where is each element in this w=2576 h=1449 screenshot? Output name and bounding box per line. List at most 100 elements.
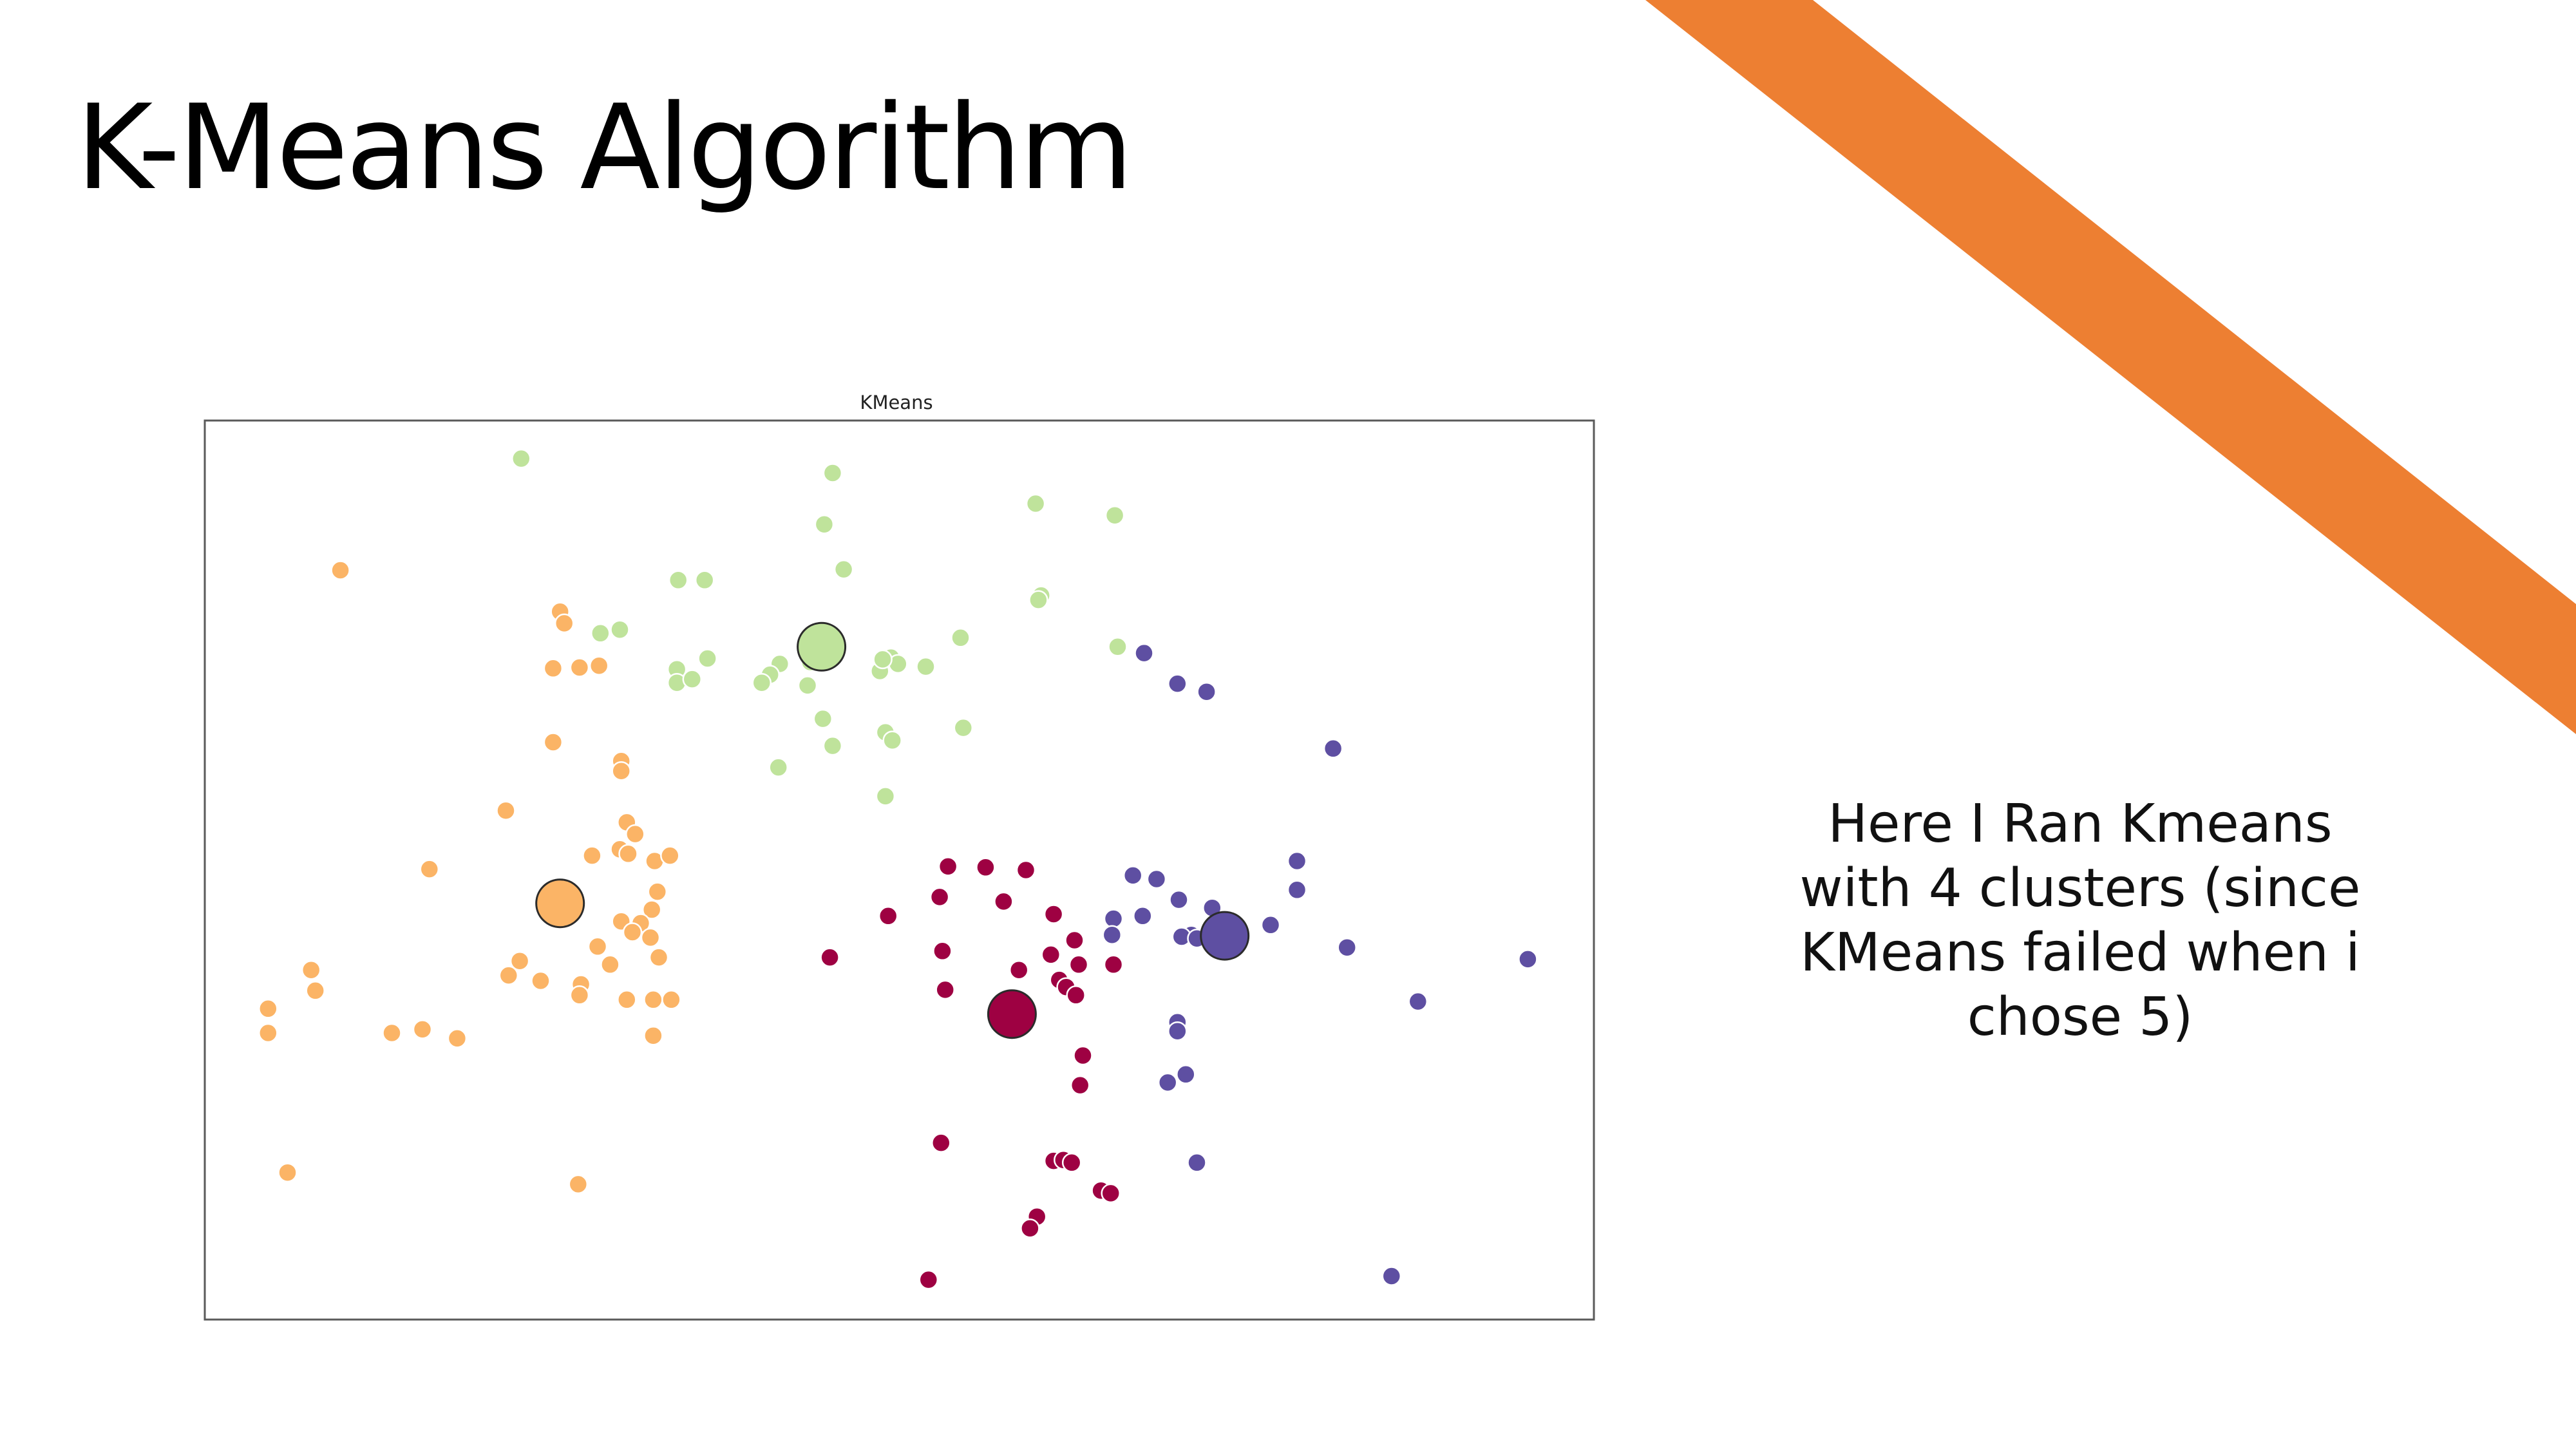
scatter-point <box>1065 930 1084 951</box>
scatter-point <box>625 824 645 844</box>
scatter-points-layer <box>258 448 1538 1290</box>
cluster-centroid <box>987 989 1037 1039</box>
scatter-point <box>976 857 996 878</box>
scatter-point <box>933 941 952 961</box>
scatter-point <box>916 656 936 677</box>
scatter-point <box>258 1023 278 1043</box>
scatter-point <box>1073 1045 1093 1066</box>
scatter-point <box>875 786 896 806</box>
scatter-point <box>618 844 638 864</box>
kmeans-scatter-plot <box>204 419 1595 1321</box>
scatter-point <box>1168 1021 1188 1041</box>
scatter-point <box>1028 590 1048 610</box>
scatter-point <box>820 947 840 967</box>
scatter-point <box>1066 985 1086 1005</box>
scatter-point <box>682 669 703 689</box>
scatter-point <box>600 954 620 975</box>
cluster-centroid <box>535 878 585 929</box>
scatter-point <box>752 672 772 693</box>
scatter-point <box>1157 1072 1178 1093</box>
scatter-point <box>1337 937 1357 958</box>
scatter-point <box>1134 643 1154 663</box>
scatter-point <box>1043 904 1064 924</box>
scatter-point <box>953 717 974 738</box>
cluster-centroid <box>797 621 847 672</box>
scatter-point <box>994 891 1014 912</box>
scatter-point <box>1187 1153 1207 1173</box>
scatter-point <box>661 990 681 1010</box>
scatter-point <box>643 1025 663 1046</box>
scatter-point <box>1146 869 1167 889</box>
scatter-point <box>1122 866 1143 886</box>
scatter-point <box>1287 851 1307 871</box>
scatter-point <box>258 999 278 1019</box>
scatter-point <box>668 570 688 591</box>
scatter-point <box>543 658 564 679</box>
scatter-point <box>330 560 350 580</box>
scatter-point <box>694 570 715 591</box>
scatter-point <box>1381 1266 1402 1286</box>
scatter-point <box>1197 681 1217 702</box>
scatter-point <box>447 1028 468 1048</box>
scatter-point <box>582 846 602 866</box>
scatter-point <box>768 757 788 777</box>
scatter-point <box>1103 954 1124 975</box>
scatter-point <box>589 656 609 676</box>
scatter-point <box>301 960 321 980</box>
scatter-point <box>1070 1075 1090 1095</box>
scatter-point <box>305 981 325 1001</box>
scatter-point <box>1169 889 1189 910</box>
scatter-point <box>498 965 519 985</box>
scatter-point <box>647 882 668 902</box>
scatter-point <box>622 922 643 942</box>
chart-title: KMeans <box>860 392 933 413</box>
scatter-point <box>1020 1218 1040 1238</box>
scatter-point <box>882 730 902 750</box>
scatter-point <box>822 735 843 756</box>
scatter-point <box>382 1023 402 1043</box>
scatter-point <box>511 448 531 469</box>
scatter-point <box>1102 925 1122 945</box>
scatter-point <box>419 859 440 879</box>
scatter-point <box>531 971 551 991</box>
scatter-point <box>649 947 669 967</box>
scatter-point <box>697 649 717 668</box>
scatter-point <box>569 985 590 1005</box>
cluster-centroid <box>1200 911 1250 961</box>
scatter-point <box>554 613 574 634</box>
scatter-point <box>1108 637 1128 657</box>
scatter-point <box>591 623 611 643</box>
scatter-point <box>1176 1065 1196 1084</box>
scatter-point <box>1323 739 1343 759</box>
scatter-point <box>929 887 950 907</box>
scatter-point <box>873 649 893 670</box>
scatter-point <box>543 732 564 752</box>
scatter-point <box>1041 945 1061 965</box>
scatter-point <box>617 990 637 1010</box>
scatter-point <box>1133 906 1153 926</box>
scatter-point <box>938 857 958 876</box>
scatter-point <box>814 514 835 535</box>
plot-area-frame <box>204 419 1595 1321</box>
scatter-point <box>278 1162 298 1182</box>
scatter-point <box>1101 1183 1121 1204</box>
scatter-point <box>935 980 955 1000</box>
scatter-point <box>509 951 530 971</box>
scatter-point <box>1104 505 1125 526</box>
scatter-point <box>660 846 680 866</box>
scatter-point <box>1068 954 1089 975</box>
scatter-point <box>587 936 608 957</box>
scatter-point <box>1016 860 1036 880</box>
scatter-point <box>918 1269 939 1290</box>
scatter-point <box>412 1019 433 1039</box>
scatter-point <box>1260 915 1281 935</box>
scatter-point <box>1287 880 1307 900</box>
orange-diagonal-stripe <box>1645 0 2576 734</box>
scatter-point <box>813 708 833 729</box>
scatter-point <box>833 559 854 580</box>
slide-caption: Here I Ran Kmeans with 4 clusters (since… <box>1799 793 2361 1048</box>
scatter-point <box>611 761 631 781</box>
scatter-point <box>568 1174 589 1195</box>
scatter-point <box>569 658 590 677</box>
